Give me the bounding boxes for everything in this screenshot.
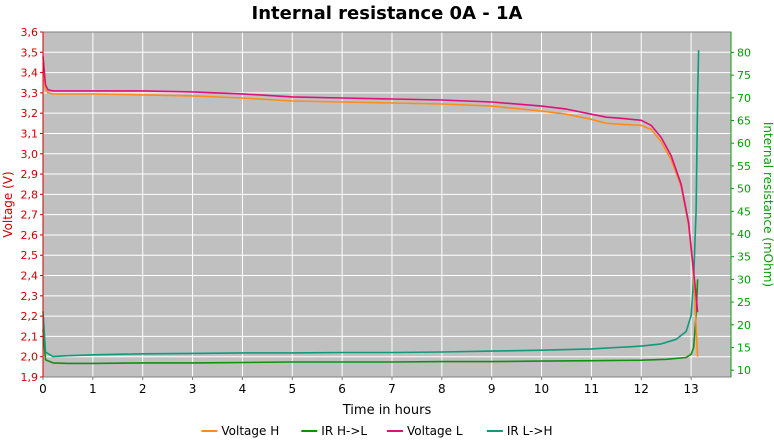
left-tick-label: 2,8 [21, 188, 39, 201]
left-tick-label: 3,2 [21, 107, 39, 120]
right-tick-label: 75 [737, 69, 751, 82]
bottom-tick-label: 11 [584, 382, 599, 396]
x-axis-title: Time in hours [342, 403, 432, 418]
bottom-tick-label: 0 [39, 382, 47, 396]
chart-title: Internal resistance 0A - 1A [252, 3, 523, 24]
legend: Voltage H IR H->L Voltage L IR L->H [201, 424, 552, 438]
y-axis-left-title: Voltage (V) [1, 171, 15, 237]
bottom-axis: 0 1 2 3 4 5 6 7 8 9 10 11 12 13 [39, 377, 699, 396]
bottom-tick-label: 6 [338, 382, 346, 396]
legend-label: Voltage L [407, 424, 463, 438]
series-line-voltage-h [42, 70, 699, 357]
right-tick-label: 40 [737, 228, 751, 241]
left-tick-label: 2,5 [21, 249, 39, 262]
right-tick-label: 15 [737, 341, 751, 354]
legend-label: Voltage H [221, 424, 279, 438]
left-tick-label: 2,0 [21, 351, 39, 364]
left-tick-label: 3,1 [21, 127, 39, 140]
left-tick-label: 3,4 [21, 67, 39, 80]
right-tick-label: 80 [737, 46, 751, 59]
right-axis: 10 15 20 25 30 35 40 45 50 55 60 65 70 75 80 [730, 32, 751, 377]
right-tick-label: 65 [737, 115, 751, 128]
bottom-tick-label: 9 [488, 382, 496, 396]
bottom-tick-label: 5 [288, 382, 296, 396]
right-tick-label: 20 [737, 319, 751, 332]
left-tick-label: 2,2 [21, 310, 39, 323]
right-tick-label: 10 [737, 364, 751, 377]
right-tick-label: 30 [737, 273, 751, 286]
right-tick-label: 70 [737, 92, 751, 105]
left-tick-label: 2,6 [21, 229, 39, 242]
right-tick-label: 50 [737, 183, 751, 196]
right-tick-label: 25 [737, 296, 751, 309]
y-axis-right-title: Internal resistance (mOhm) [761, 122, 774, 287]
right-tick-label: 35 [737, 251, 751, 264]
bottom-tick-label: 3 [189, 382, 197, 396]
left-tick-label: 3,0 [21, 148, 39, 161]
bottom-tick-label: 10 [534, 382, 549, 396]
series-layer [42, 50, 700, 365]
series-line-ir-l-h [42, 50, 700, 358]
legend-item-voltage-l: Voltage L [387, 424, 463, 438]
left-tick-label: 2,1 [21, 330, 39, 343]
legend-item-ir-l-h: IR L->H [486, 424, 553, 438]
bottom-tick-label: 7 [388, 382, 396, 396]
series-line-ir-h-l [42, 279, 699, 365]
left-tick-label: 2,9 [21, 168, 39, 181]
bottom-tick-label: 1 [89, 382, 97, 396]
legend-item-ir-h-l: IR H->L [301, 424, 367, 438]
legend-label: IR L->H [507, 424, 553, 438]
legend-item-voltage-h: Voltage H [201, 424, 279, 438]
left-tick-label: 2,3 [21, 290, 39, 303]
left-tick-label: 3,5 [21, 46, 39, 59]
legend-label: IR H->L [321, 424, 367, 438]
bottom-tick-label: 2 [139, 382, 147, 396]
bottom-tick-label: 4 [239, 382, 247, 396]
right-tick-label: 45 [737, 205, 751, 218]
left-axis: 1,9 2,0 2,1 2,2 2,3 2,4 2,5 2,6 2,7 2,8 2,9 3,0 3,1 3… [21, 26, 44, 384]
left-tick-label: 3,3 [21, 87, 39, 100]
bottom-tick-label: 12 [634, 382, 649, 396]
left-tick-label: 1,9 [21, 371, 39, 384]
bottom-tick-label: 13 [683, 382, 698, 396]
left-tick-label: 2,4 [21, 270, 39, 283]
right-tick-label: 55 [737, 160, 751, 173]
left-tick-label: 3,6 [21, 26, 39, 39]
plot-area [43, 32, 731, 377]
bottom-tick-label: 8 [438, 382, 446, 396]
right-tick-label: 60 [737, 137, 751, 150]
series-line-voltage-l [42, 56, 699, 313]
left-tick-label: 2,7 [21, 209, 39, 222]
